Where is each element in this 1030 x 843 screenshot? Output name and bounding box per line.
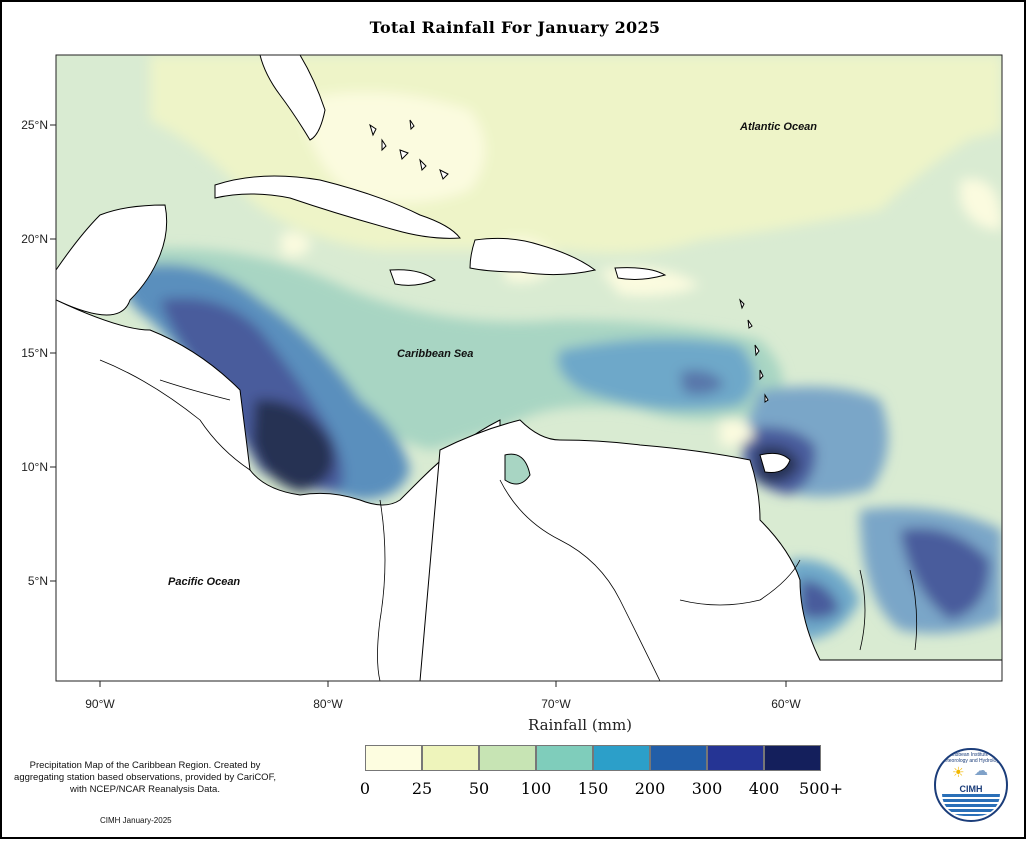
legend-label: 50 (468, 779, 490, 798)
legend-swatch (536, 745, 593, 771)
legend-swatch (707, 745, 764, 771)
lon-tick-label: 70°W (541, 697, 571, 711)
legend-label: 500+ (799, 779, 843, 798)
legend-swatch (479, 745, 536, 771)
legend-swatch (593, 745, 650, 771)
legend-label: 400 (748, 779, 780, 798)
map-title: Total Rainfall For January 2025 (369, 18, 661, 37)
logo-name: CIMH (959, 784, 983, 794)
lat-tick-label: 25°N (21, 118, 48, 132)
legend-label: 100 (520, 779, 552, 798)
logo-ring-text: Caribbean Institute for Meteorology and … (940, 752, 1002, 764)
label-pacific-ocean: Pacific Ocean (168, 576, 240, 588)
legend-title: Rainfall (mm) (527, 716, 633, 734)
cloud-icon: ☁ (974, 763, 988, 779)
lat-tick-label: 15°N (21, 346, 48, 360)
lon-tick-label: 60°W (771, 697, 801, 711)
label-caribbean-sea: Caribbean Sea (397, 348, 473, 360)
lon-tick-label: 90°W (85, 697, 115, 711)
legend-label: 200 (634, 779, 666, 798)
plot-border (55, 54, 1003, 682)
country-borders (99, 359, 918, 681)
map-credit: CIMH January-2025 (100, 816, 172, 825)
legend-swatch (422, 745, 479, 771)
legend-swatch (764, 745, 821, 771)
legend-label: 0 (359, 779, 371, 798)
sun-icon: ☀ (952, 765, 965, 781)
waves-icon (942, 794, 1000, 816)
lon-tick-label: 80°W (313, 697, 343, 711)
rainfall-field (56, 55, 1002, 681)
legend-label: 25 (411, 779, 433, 798)
cimh-logo: Caribbean Institute for Meteorology and … (934, 748, 1008, 822)
lat-tick-label: 5°N (28, 574, 48, 588)
label-atlantic-ocean: Atlantic Ocean (739, 121, 817, 133)
legend-swatch (365, 745, 422, 771)
landmasses (56, 55, 1002, 681)
legend-label: 150 (577, 779, 609, 798)
lat-axis (50, 124, 56, 582)
legend-label: 300 (691, 779, 723, 798)
lat-tick-label: 10°N (21, 460, 48, 474)
map-description: Precipitation Map of the Caribbean Regio… (14, 760, 276, 795)
legend-swatch (650, 745, 707, 771)
lon-axis (99, 681, 787, 687)
lat-tick-label: 20°N (21, 232, 48, 246)
